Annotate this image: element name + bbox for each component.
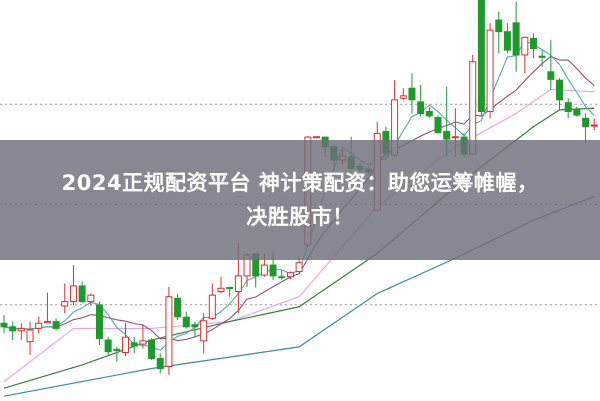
candle-body-down: [130, 342, 138, 347]
banner-title-line-1: 2024正规配资平台 神计策配资：助您运筹帷幄，: [61, 171, 539, 195]
candle-body-down: [503, 31, 511, 51]
candle-body-down: [104, 339, 112, 353]
candle-body-up: [486, 29, 494, 112]
candle-body-down: [9, 326, 17, 332]
candle-body-up: [43, 321, 51, 324]
candle-body-up: [200, 320, 208, 342]
candle-body-down: [278, 276, 286, 279]
candle-body-up: [122, 336, 130, 353]
candle-body-down: [495, 19, 503, 33]
candle-body-down: [95, 304, 103, 339]
candle-body-up: [295, 262, 303, 272]
banner-title-line-2: 决胜股市！: [246, 205, 354, 229]
candle-body-down: [564, 102, 572, 112]
candle-body-down: [269, 264, 277, 277]
candle-body-down: [417, 101, 425, 114]
candle-body-up: [208, 294, 216, 319]
candle-body-up: [312, 136, 320, 139]
candle-body-down: [477, 0, 485, 112]
candle-body-down: [113, 348, 121, 351]
candle-body-up: [69, 285, 77, 303]
title-banner: 2024正规配资平台 神计策配资：助您运筹帷幄， 决胜股市！: [0, 140, 600, 260]
candle-body-up: [590, 124, 598, 127]
candle-body-up: [17, 327, 25, 332]
candle-body-down: [529, 37, 537, 50]
candle-body-down: [226, 287, 234, 290]
candle-body-down: [434, 116, 442, 134]
candle-body-up: [399, 95, 407, 99]
candle-body-down: [191, 324, 199, 328]
candle-body-down: [174, 297, 182, 318]
candle-body-down: [78, 285, 86, 303]
candle-body-down: [512, 22, 520, 56]
candle-body-up: [35, 322, 43, 329]
candle-body-up: [26, 329, 34, 343]
candle-body-down: [538, 55, 546, 58]
candle-body-down: [547, 71, 555, 80]
candle-body-down: [148, 339, 156, 359]
candle-body-up: [139, 340, 147, 345]
candle-body-down: [408, 87, 416, 101]
candle-body-down: [582, 117, 590, 128]
candle-body-down: [443, 131, 451, 140]
candle-body-down: [182, 316, 190, 328]
candle-body-up: [234, 275, 242, 293]
candle-body-up: [61, 301, 69, 307]
candle-body-up: [451, 136, 459, 139]
candle-body-up: [87, 294, 95, 303]
candle-body-down: [573, 109, 581, 116]
candle-body-down: [0, 322, 8, 328]
candle-body-up: [217, 287, 225, 293]
candle-body-down: [52, 321, 60, 329]
candle-body-up: [521, 36, 529, 56]
candle-body-up: [260, 264, 268, 276]
candle-body-down: [556, 79, 564, 101]
candle-body-up: [165, 296, 173, 368]
candle-body-up: [286, 272, 294, 278]
candle-body-down: [425, 110, 433, 117]
candle-body-down: [156, 357, 164, 370]
